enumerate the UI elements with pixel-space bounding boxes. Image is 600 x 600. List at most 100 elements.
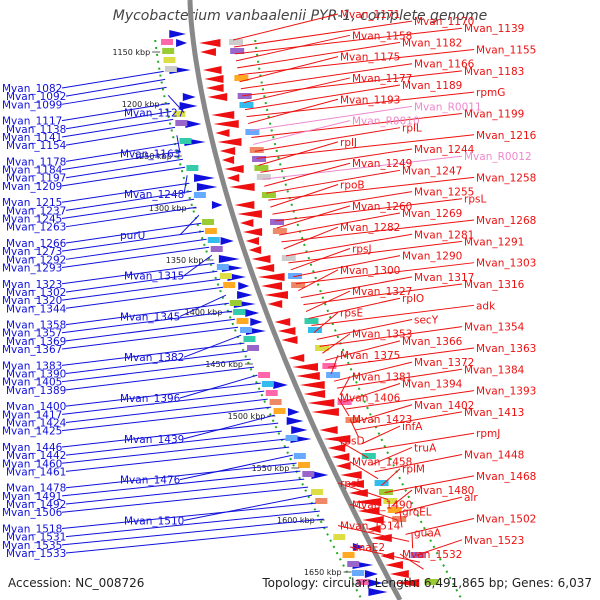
right-gene-label: rpsJ xyxy=(352,243,372,255)
right-leader-line xyxy=(349,461,379,480)
cog-block xyxy=(204,228,217,234)
right-gene-label: Mvan_1244 xyxy=(414,144,475,156)
left-gene-label: Mvan_1178 xyxy=(6,156,66,168)
left-leader-line xyxy=(61,486,309,513)
cog-block xyxy=(243,336,256,342)
left-leader-line xyxy=(61,102,170,122)
cog-block xyxy=(333,534,346,540)
left-leader-line xyxy=(61,70,164,89)
right-gene-label: rpoB xyxy=(340,180,365,192)
right-leader-line xyxy=(258,141,339,166)
right-gene-label: Mvan_1363 xyxy=(476,343,536,355)
right-gene-label: Mvan_1155 xyxy=(476,45,536,57)
left-leader-line xyxy=(167,95,185,113)
cog-block xyxy=(179,138,192,144)
right-leader-line xyxy=(237,41,401,69)
right-gene-label: Mvan_1448 xyxy=(464,450,524,462)
cog-block xyxy=(304,318,319,324)
left-gene-label: Mvan_1154 xyxy=(6,140,67,152)
reverse-gene-arrow xyxy=(389,570,409,578)
cog-block xyxy=(249,147,264,153)
left-leader-line xyxy=(183,175,188,195)
left-gene-label: Mvan_1273 xyxy=(2,246,62,258)
tick-label: 1600 kbp xyxy=(277,516,315,525)
right-gene-label: Mvan_1514 xyxy=(340,521,401,533)
right-gene-label: Mvan_1394 xyxy=(402,378,463,390)
reverse-gene-arrow xyxy=(200,48,216,56)
right-leader-line xyxy=(242,70,463,97)
right-leader-line xyxy=(380,468,401,487)
right-leader-line xyxy=(235,34,351,62)
left-leader-line xyxy=(61,422,279,448)
right-gene-label: Mvan_1177 xyxy=(352,73,412,85)
reverse-gene-arrow xyxy=(229,183,255,191)
right-gene-label: rplO xyxy=(402,293,424,305)
cog-block xyxy=(252,156,267,162)
right-leader-line xyxy=(272,191,413,215)
left-leader-line xyxy=(65,190,192,211)
reverse-gene-arrow xyxy=(296,372,320,380)
cog-block xyxy=(229,300,242,306)
reverse-gene-arrow xyxy=(224,165,244,173)
reverse-gene-arrow xyxy=(281,336,298,344)
left-leader-line xyxy=(65,238,207,260)
right-gene-label: rpsD xyxy=(340,435,365,447)
left-leader-line xyxy=(61,518,324,546)
right-gene-label: Mvan_1171 xyxy=(340,9,400,21)
cog-block xyxy=(223,282,236,288)
right-gene-label: dnaE2 xyxy=(352,542,385,554)
right-leader-line xyxy=(349,418,359,438)
right-gene-label: Mvan_1402 xyxy=(414,400,474,412)
left-gene-label: Mvan_1424 xyxy=(6,417,67,429)
reverse-gene-arrow xyxy=(205,84,224,92)
right-gene-label: Mvan_1372 xyxy=(414,357,474,369)
right-leader-line xyxy=(244,84,401,111)
left-gene-label: Mvan_1344 xyxy=(6,303,67,315)
right-gene-label: Mvan_1255 xyxy=(414,187,474,199)
left-leader-line xyxy=(183,494,312,521)
right-leader-line xyxy=(266,169,401,194)
right-leader-line xyxy=(316,319,413,340)
reverse-gene-arrow xyxy=(331,453,350,461)
right-leader-line xyxy=(416,539,463,556)
left-leader-line xyxy=(65,126,176,146)
reverse-gene-arrow xyxy=(207,93,228,101)
right-gene-label: Mvan_1300 xyxy=(340,265,400,277)
right-gene-label: Mvan_1175 xyxy=(340,52,400,64)
reverse-gene-arrow xyxy=(274,318,291,326)
right-gene-label: Mvan_1316 xyxy=(464,279,525,291)
right-leader-line xyxy=(290,248,351,271)
right-gene-label: rplM xyxy=(402,464,425,476)
left-gene-label: Mvan_1293 xyxy=(2,262,62,274)
cog-block xyxy=(239,327,252,333)
cog-block xyxy=(302,471,315,477)
right-leader-line xyxy=(339,376,351,396)
right-leader-line xyxy=(351,404,413,424)
left-leader-line xyxy=(65,110,172,130)
reverse-gene-arrow xyxy=(303,390,326,398)
left-leader-line xyxy=(61,342,245,366)
left-gene-label: Mvan_1163 xyxy=(120,148,180,160)
left-gene-label: Mvan_1138 xyxy=(6,124,66,136)
right-leader-line xyxy=(345,390,475,410)
forward-gene-arrow xyxy=(220,237,234,245)
left-leader-line xyxy=(65,382,261,407)
reverse-gene-arrow xyxy=(202,66,222,74)
cog-block xyxy=(272,228,287,234)
forward-gene-arrow xyxy=(311,471,329,479)
right-gene-label: rpmG xyxy=(476,87,505,99)
cog-block xyxy=(392,516,407,522)
right-leader-line xyxy=(233,13,339,41)
reverse-gene-arrow xyxy=(199,39,221,47)
reverse-gene-arrow xyxy=(222,156,235,164)
left-leader-line xyxy=(65,510,320,538)
reverse-gene-arrow xyxy=(311,408,339,416)
right-gene-label: Mvan_1354 xyxy=(464,322,525,334)
right-leader-line xyxy=(374,454,463,473)
cog-block xyxy=(270,219,285,225)
right-leader-line xyxy=(391,489,413,507)
cog-block xyxy=(265,390,278,396)
left-leader-line xyxy=(65,462,297,489)
cog-block xyxy=(298,462,311,468)
forward-gene-arrow xyxy=(185,120,202,128)
